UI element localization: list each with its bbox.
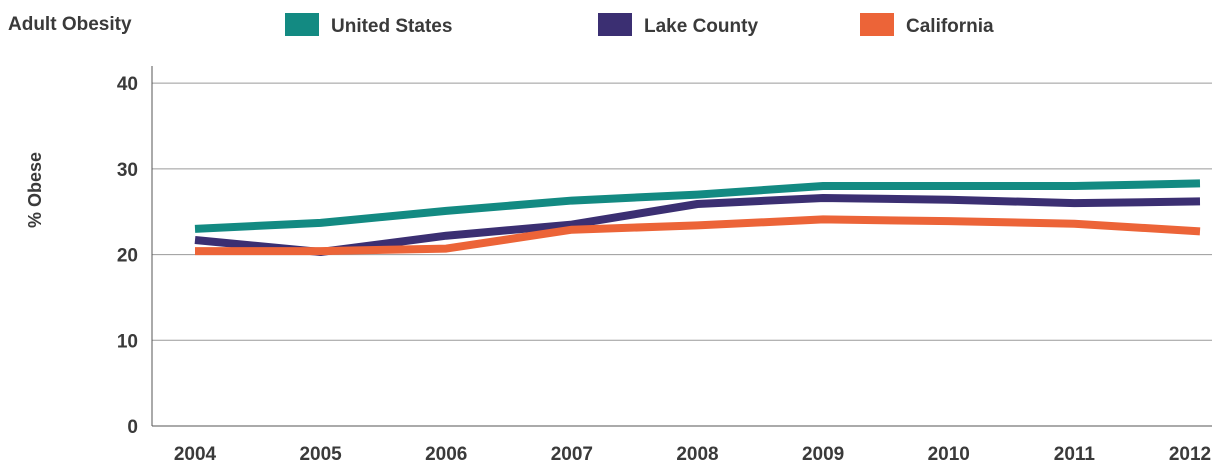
- series-line-california: [195, 215, 1201, 256]
- x-tick-label: 2009: [802, 444, 844, 465]
- y-tick-label: 30: [117, 160, 138, 181]
- legend-label: United States: [331, 16, 452, 37]
- chart-title: Adult Obesity: [8, 14, 132, 35]
- x-tick-label: 2008: [676, 444, 718, 465]
- x-tick-label: 2010: [928, 444, 970, 465]
- series-line-united-states: [194, 179, 1201, 233]
- y-tick-label: 0: [127, 417, 138, 438]
- legend: United States Lake County California: [285, 13, 994, 37]
- y-axis-label: % Obese: [25, 152, 45, 228]
- series-lines: [194, 179, 1201, 256]
- y-tick-label: 20: [117, 246, 138, 267]
- legend-swatch: [598, 13, 632, 36]
- x-tick-label: 2006: [425, 444, 467, 465]
- y-tick-label: 40: [117, 74, 138, 95]
- legend-swatch: [285, 13, 319, 36]
- x-tick-label: 2011: [1054, 444, 1096, 465]
- axes: [151, 66, 1212, 427]
- y-tick-label: 10: [117, 331, 138, 352]
- legend-label: Lake County: [644, 16, 758, 37]
- y-tick-labels: 0 10 20 30 40: [117, 74, 138, 438]
- x-tick-label: 2012: [1169, 444, 1211, 465]
- legend-label: California: [906, 16, 994, 37]
- x-tick-label: 2005: [299, 444, 342, 465]
- legend-swatch: [860, 13, 894, 36]
- x-tick-label: 2007: [551, 444, 593, 465]
- grid-lines: [152, 82, 1212, 341]
- x-tick-labels: 2004 2005 2006 2007 2008 2009 2010 2011 2012: [174, 444, 1211, 465]
- x-tick-label: 2004: [174, 444, 217, 465]
